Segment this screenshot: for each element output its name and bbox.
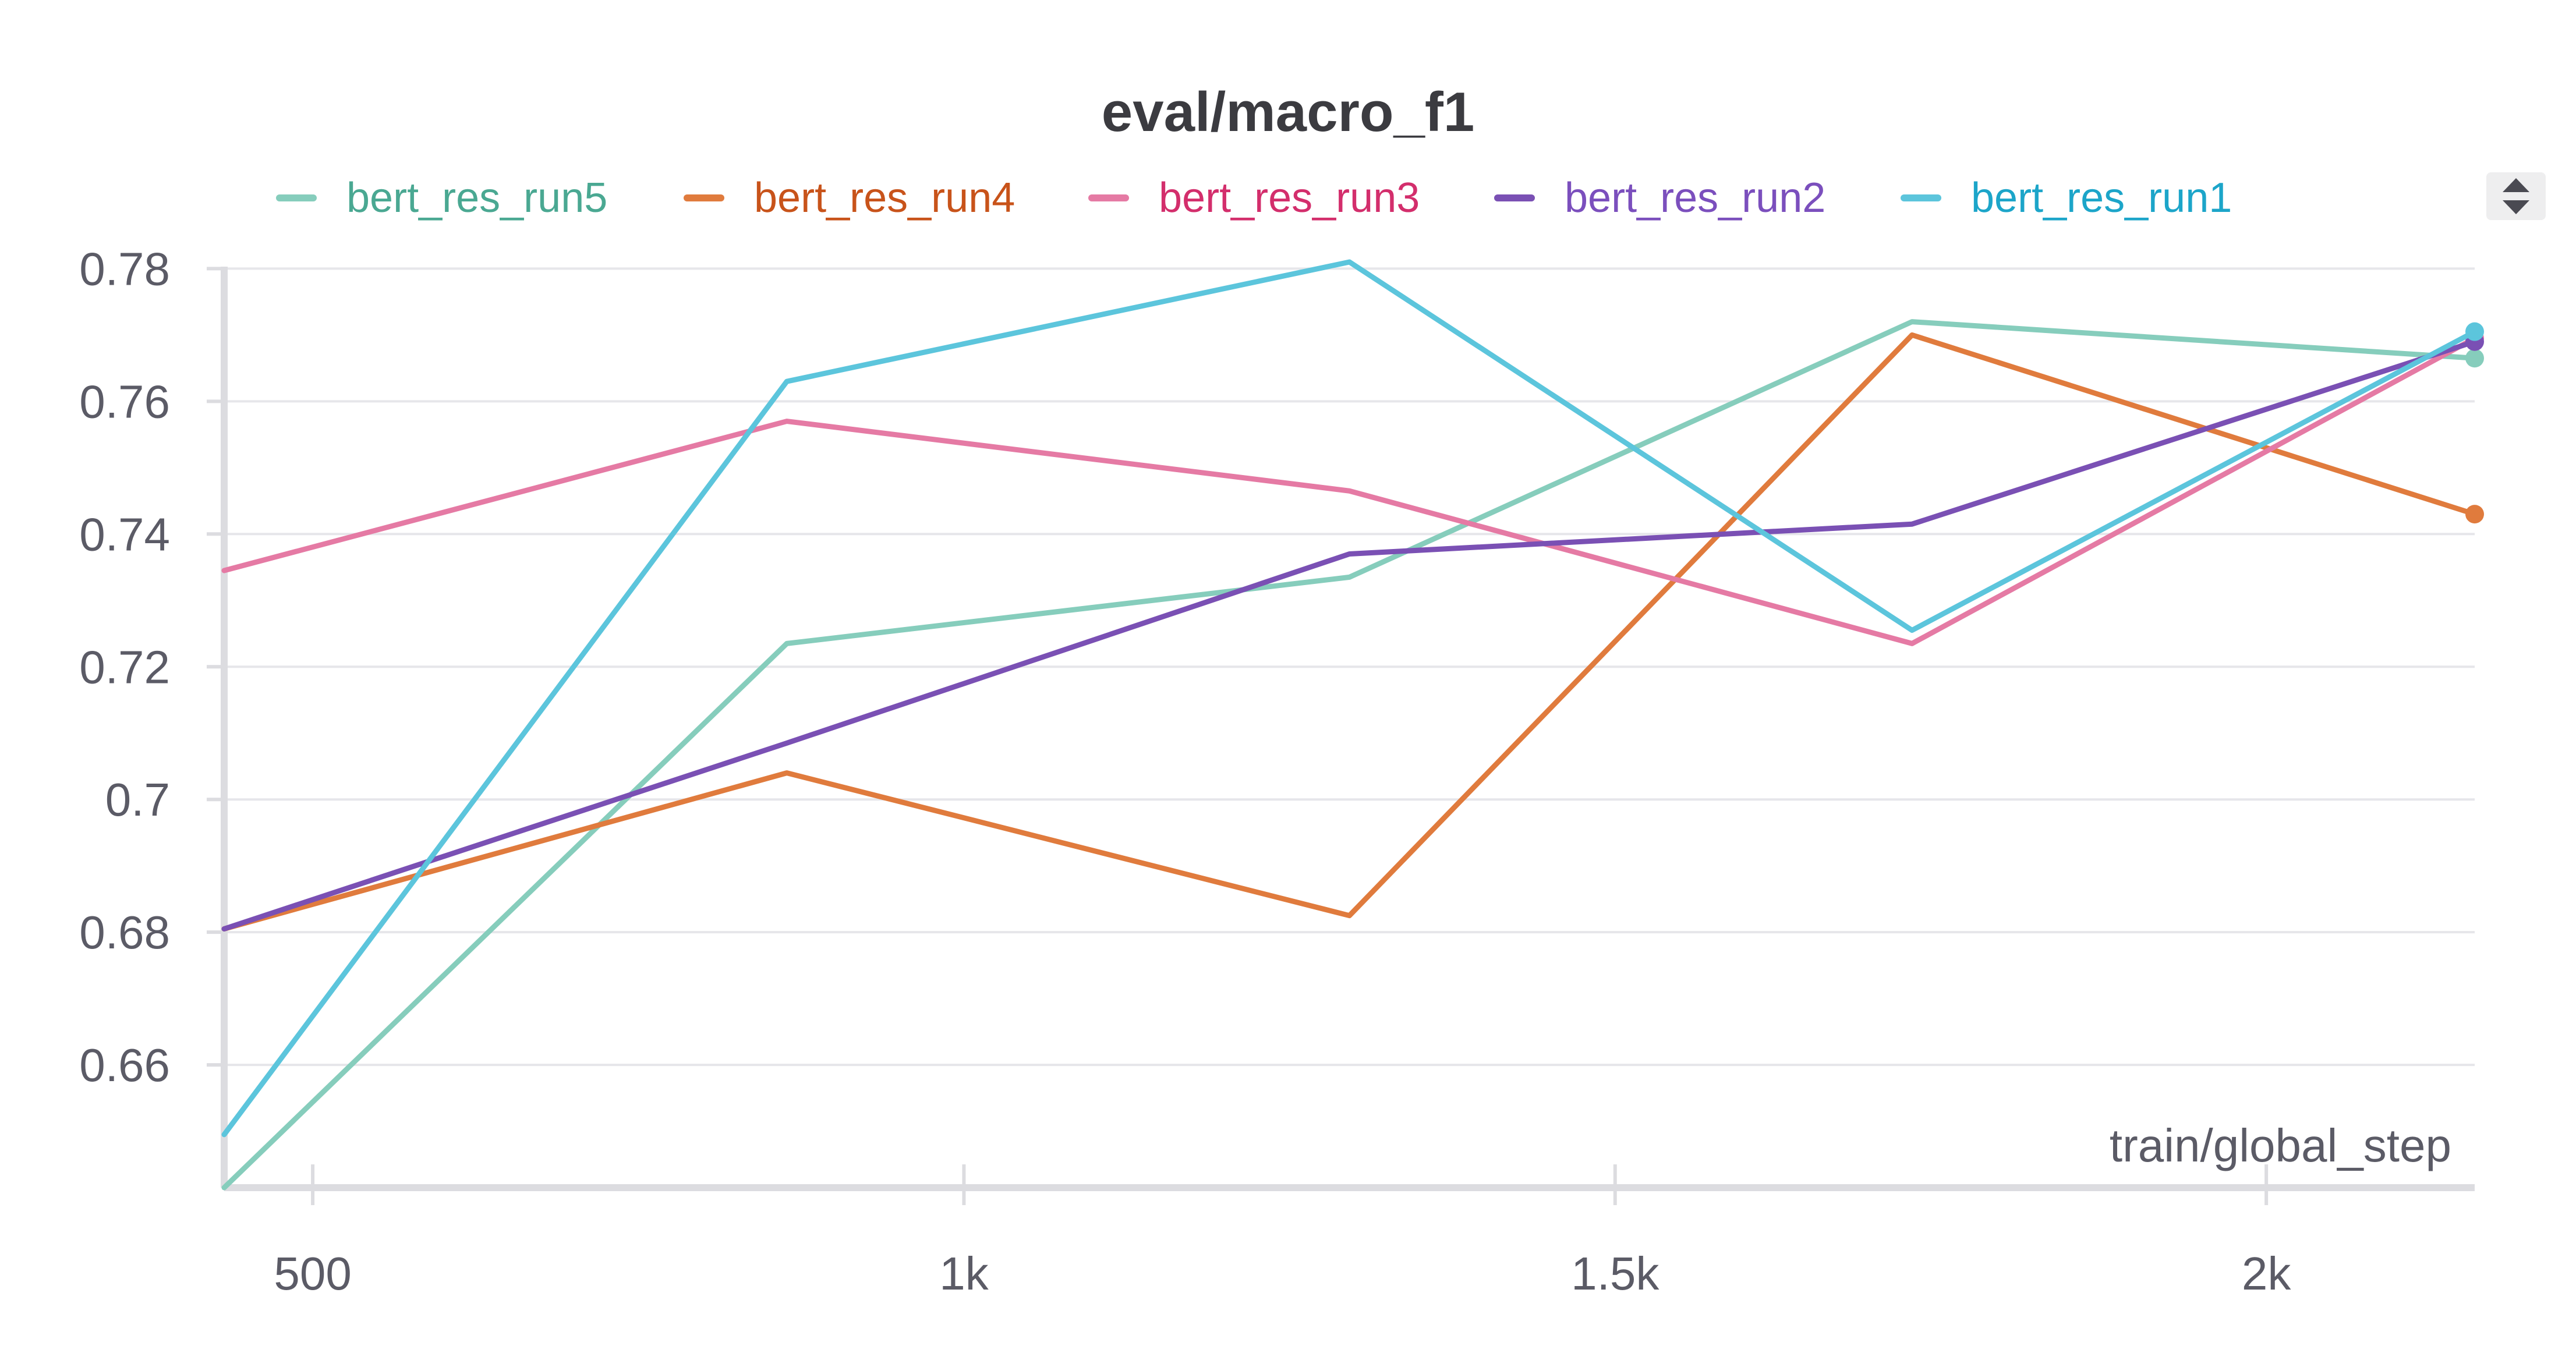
series-endpoint[interactable] xyxy=(2465,322,2484,341)
legend-item[interactable]: bert_res_run2 xyxy=(1494,175,1825,221)
series-group[interactable] xyxy=(221,329,2484,646)
y-tick-label: 0.72 xyxy=(79,641,170,693)
x-tick-label: 1.5k xyxy=(1571,1248,1659,1299)
series-group[interactable] xyxy=(221,332,2484,931)
y-tick-label: 0.76 xyxy=(79,376,170,427)
series-endpoint[interactable] xyxy=(2465,349,2484,368)
legend-label: bert_res_run5 xyxy=(346,175,607,221)
x-axis-label: train/global_step xyxy=(2110,1120,2451,1171)
legend-item[interactable]: bert_res_run1 xyxy=(1901,175,2232,221)
series-group[interactable] xyxy=(221,259,2484,1138)
y-axis-ticks: 0.66 0.68 0.7 0.72 0.74 0.76 0.78 xyxy=(79,243,224,1091)
legend-item[interactable]: bert_res_run3 xyxy=(1088,175,1420,221)
legend-label: bert_res_run2 xyxy=(1565,175,1825,221)
y-tick-label: 0.74 xyxy=(79,508,170,560)
gridlines xyxy=(224,267,2475,1067)
y-tick-label: 0.68 xyxy=(79,906,170,958)
scroll-up-icon[interactable] xyxy=(2503,178,2529,192)
y-tick-label: 0.7 xyxy=(105,774,170,826)
plot-area[interactable] xyxy=(221,259,2484,1191)
series-line[interactable] xyxy=(221,339,2478,931)
scroll-down-icon[interactable] xyxy=(2503,200,2529,214)
legend-scroll-background xyxy=(2486,172,2546,220)
x-tick-label: 1k xyxy=(939,1248,989,1299)
legend-scroll-control[interactable] xyxy=(2486,172,2546,220)
legend-item[interactable]: bert_res_run4 xyxy=(684,175,1015,221)
y-tick-label: 0.66 xyxy=(79,1039,170,1091)
legend[interactable]: bert_res_run5 bert_res_run4 bert_res_run3 b… xyxy=(276,175,2232,221)
legend-item[interactable]: bert_res_run5 xyxy=(276,175,607,221)
legend-label: bert_res_run4 xyxy=(754,175,1015,221)
series-endpoint[interactable] xyxy=(2465,505,2484,524)
x-tick-label: 2k xyxy=(2242,1248,2291,1299)
series-line[interactable] xyxy=(221,335,2478,646)
x-tick-label: 500 xyxy=(274,1248,351,1299)
x-axis-ticks: 500 1k 1.5k 2k xyxy=(274,1164,2291,1299)
series-line[interactable] xyxy=(221,332,2478,931)
series-group[interactable] xyxy=(221,319,2484,1191)
chart-title: eval/macro_f1 xyxy=(1102,81,1474,143)
series-line[interactable] xyxy=(221,259,2478,1138)
legend-label: bert_res_run1 xyxy=(1971,175,2232,221)
series-group[interactable] xyxy=(221,332,2484,931)
legend-label: bert_res_run3 xyxy=(1159,175,1420,221)
y-tick-label: 0.78 xyxy=(79,243,170,295)
